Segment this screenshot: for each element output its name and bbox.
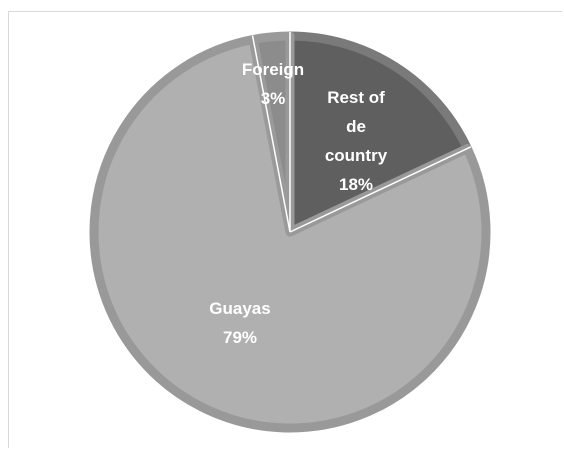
- data-label-2: Guayas 79%: [209, 299, 270, 347]
- slice-separator: [251, 35, 291, 233]
- data-label-text: Foreign: [242, 60, 304, 79]
- data-label-percent: 18%: [339, 175, 373, 194]
- pie-labels: Rest of de country 18% Guayas 79% Foreign 3%: [209, 60, 387, 347]
- data-label-text: country: [325, 146, 388, 165]
- chart-frame: [8, 11, 562, 448]
- data-label-3: Foreign 3%: [242, 60, 304, 108]
- slice-separator: [289, 146, 472, 233]
- data-label-1: Rest of de country 18%: [325, 88, 388, 194]
- pie-slices: [89, 31, 491, 433]
- data-label-text: de: [346, 117, 366, 136]
- data-label-text: Rest of: [327, 88, 385, 107]
- pie-slice-1: [285, 31, 472, 237]
- data-label-text: Guayas: [209, 299, 270, 318]
- data-label-percent: 3%: [261, 89, 286, 108]
- data-label-percent: 79%: [223, 328, 257, 347]
